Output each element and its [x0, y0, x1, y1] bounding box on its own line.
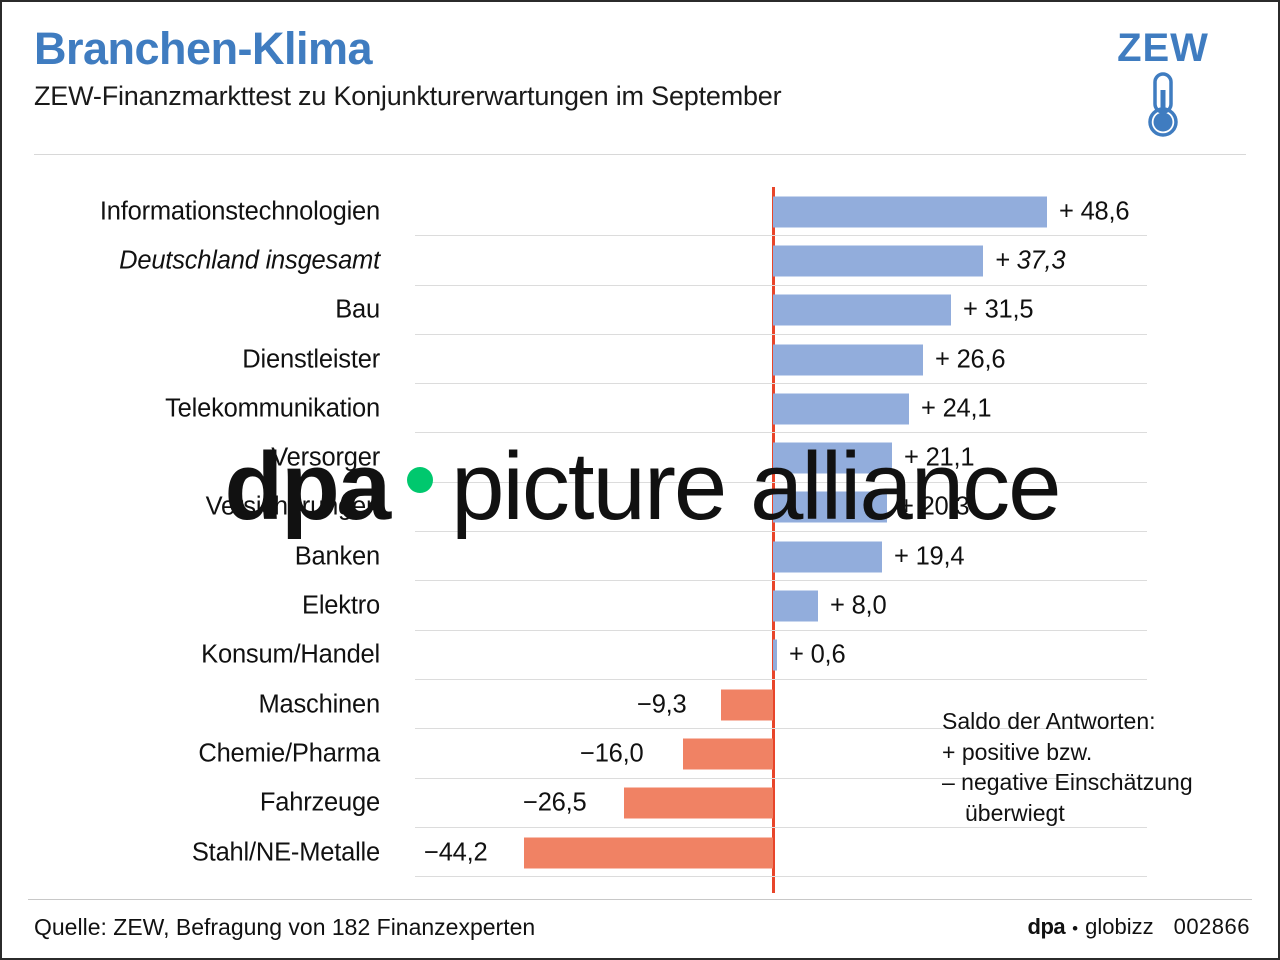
credit-dpa: dpa [1027, 914, 1066, 939]
chart-row: Versicherungen + 20,3 [2, 483, 1278, 533]
category-label: Bau [335, 295, 380, 324]
value-label: + 19,4 [894, 542, 965, 571]
legend: Saldo der Antworten: + positive bzw. – n… [942, 706, 1242, 828]
value-label: + 20,3 [899, 492, 970, 521]
value-label: + 37,3 [995, 246, 1066, 275]
value-label: −9,3 [637, 690, 687, 719]
gridline [415, 531, 1147, 533]
value-label: + 0,6 [789, 640, 846, 669]
bar-negative [524, 837, 773, 868]
category-label: Elektro [302, 591, 380, 620]
gridline [415, 629, 1147, 631]
gridline [415, 580, 1147, 582]
bar-negative [624, 787, 773, 819]
footer-divider [28, 899, 1252, 900]
gridline [415, 481, 1147, 483]
chart-row: Informationstechnologien + 48,6 [2, 187, 1278, 237]
chart-row: Bau + 31,5 [2, 286, 1278, 335]
gridline [415, 333, 1147, 335]
bar-positive [773, 541, 882, 573]
value-label: −44,2 [424, 838, 488, 866]
category-label: Stahl/NE-Metalle [191, 838, 380, 866]
category-label: Versicherungen [205, 492, 381, 521]
bar-positive [773, 196, 1047, 228]
bar-positive [773, 491, 887, 523]
bar-positive [773, 639, 777, 671]
bar-positive [773, 245, 983, 277]
bar-positive [773, 294, 951, 326]
gridline [415, 826, 1147, 828]
category-label: Maschinen [258, 690, 380, 719]
chart-row: Deutschland insgesamt + 37,3 [2, 236, 1278, 286]
chart-row: Banken + 19,4 [2, 532, 1278, 582]
chart-plot-area: Informationstechnologien + 48,6 Deutschl… [2, 187, 1278, 893]
gridline [415, 728, 1147, 730]
gridline [415, 678, 1147, 680]
gridline [415, 235, 1147, 237]
chart-row: Elektro + 8,0 [2, 581, 1278, 631]
chart-row: Maschinen −9,3 [2, 680, 1278, 730]
category-label: Deutschland insgesamt [119, 246, 380, 275]
header-divider [34, 154, 1246, 155]
value-label: + 8,0 [830, 591, 887, 620]
category-label: Chemie/Pharma [198, 739, 380, 768]
category-label: Informationstechnologien [99, 197, 380, 226]
chart-row: Chemie/Pharma −16,0 [2, 729, 1278, 779]
chart-row: Stahl/NE-Metalle −44,2 [2, 828, 1278, 878]
gridline [415, 284, 1147, 286]
header: Branchen-Klima ZEW-Finanzmarkttest zu Ko… [34, 26, 1246, 148]
category-label: Telekommunikation [165, 394, 380, 423]
zero-axis-line [772, 187, 775, 893]
bar-positive [773, 590, 818, 622]
value-label: −16,0 [580, 739, 644, 768]
category-label: Dienstleister [242, 345, 380, 374]
value-label: + 21,1 [904, 443, 975, 472]
category-label: Fahrzeuge [259, 788, 380, 817]
zew-wordmark: ZEW [1117, 26, 1209, 70]
bar-negative [721, 689, 773, 721]
value-label: + 26,6 [935, 345, 1006, 374]
legend-line-4: überwiegt [965, 799, 1065, 826]
bar-positive [773, 344, 923, 376]
category-label: Banken [294, 542, 380, 571]
value-label: + 48,6 [1059, 197, 1130, 226]
bar-positive [773, 442, 892, 474]
legend-line-1: Saldo der Antworten: [942, 708, 1156, 734]
zew-logo: ZEW [1098, 28, 1228, 140]
footer: Quelle: ZEW, Befragung von 182 Finanzexp… [34, 914, 1250, 954]
value-label: −26,5 [523, 788, 587, 817]
page-title: Branchen-Klima [34, 23, 373, 74]
gridline [415, 383, 1147, 385]
category-label: Versorger [271, 443, 380, 472]
bar-negative [683, 738, 773, 770]
legend-line-2: + positive bzw. [942, 738, 1093, 765]
gridline [415, 777, 1147, 779]
gridline [415, 876, 1147, 878]
credit-separator-icon: • [1072, 919, 1079, 938]
category-label: Konsum/Handel [201, 640, 380, 669]
chart-row: Versorger + 21,1 [2, 433, 1278, 483]
value-label: + 24,1 [921, 394, 992, 423]
chart-row: Dienstleister + 26,6 [2, 335, 1278, 385]
gridline [415, 432, 1147, 434]
thermometer-icon [1148, 72, 1178, 137]
chart-row: Konsum/Handel + 0,6 [2, 631, 1278, 680]
chart-row: Telekommunikation + 24,1 [2, 384, 1278, 434]
credit-globizz: globizz [1085, 914, 1154, 939]
credit-number: 002866 [1173, 914, 1250, 939]
bar-positive [773, 393, 909, 425]
chart-row: Fahrzeuge −26,5 [2, 779, 1278, 828]
page-subtitle: ZEW-Finanzmarkttest zu Konjunkturerwartu… [34, 81, 782, 111]
value-label: + 31,5 [963, 295, 1034, 324]
legend-line-3: – negative Einschätzung [942, 769, 1193, 796]
credit-block: dpa • globizz 002866 [1028, 914, 1250, 940]
source-note: Quelle: ZEW, Befragung von 182 Finanzexp… [34, 914, 536, 940]
